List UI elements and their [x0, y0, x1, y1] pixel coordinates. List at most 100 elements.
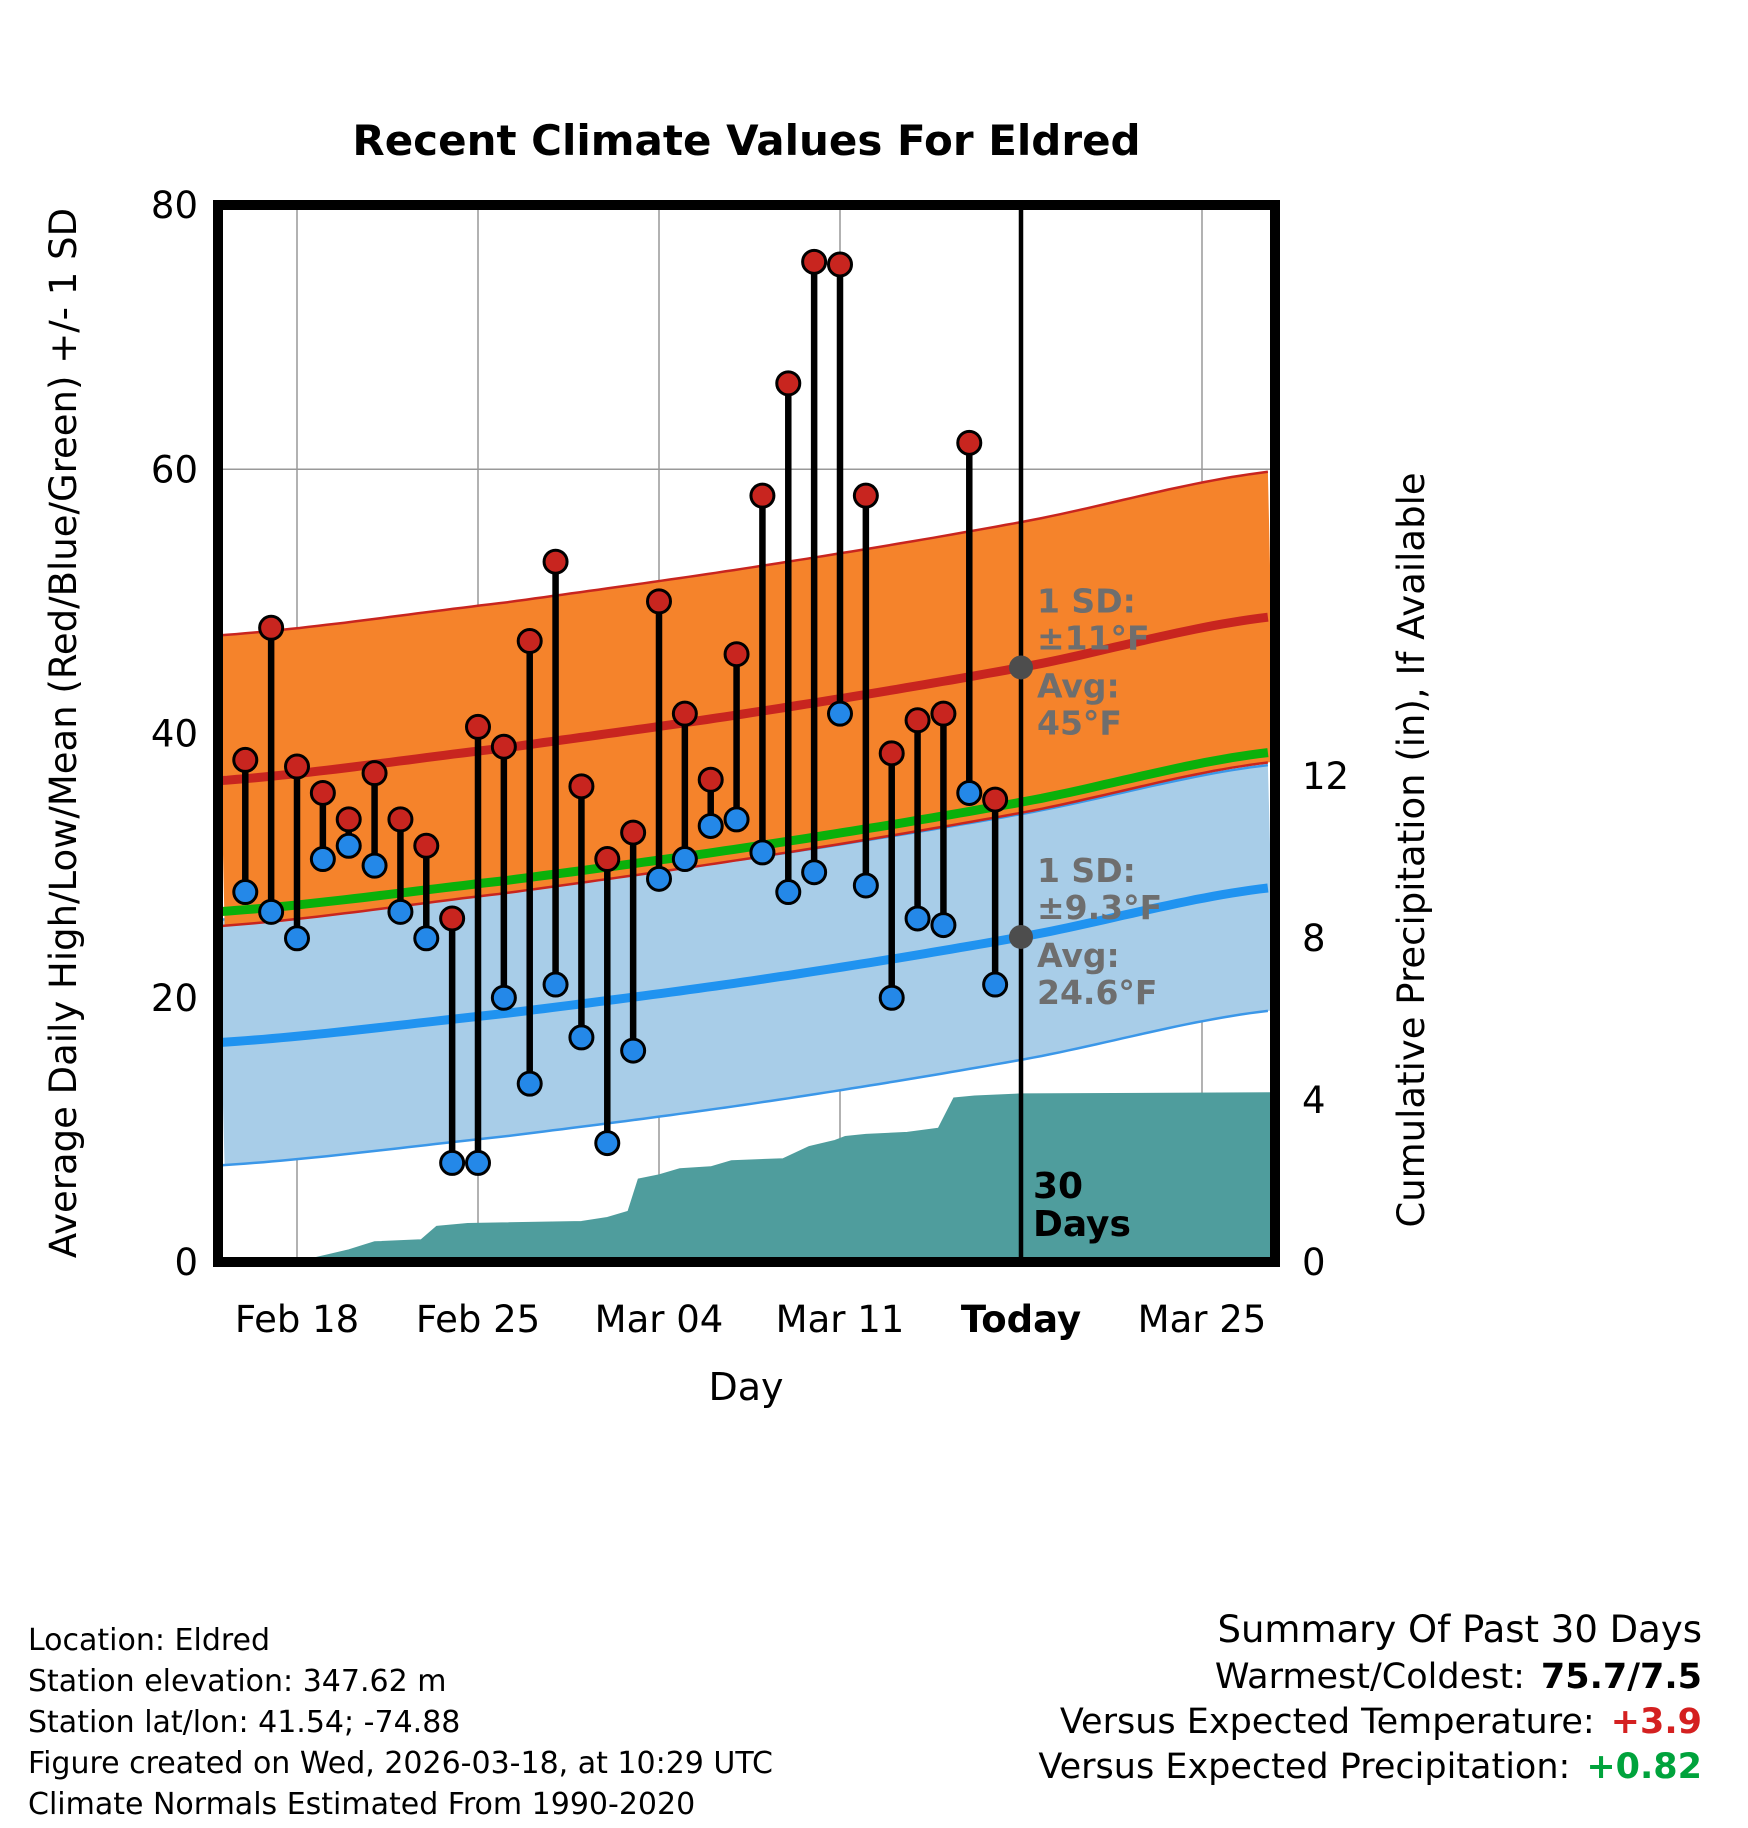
daily-low-dot: [645, 865, 672, 892]
summary-row-warmest-coldest: Warmest/Coldest: 75.7/7.5: [1038, 1655, 1702, 1700]
chart-title: Recent Climate Values For Eldred: [352, 116, 1141, 165]
y-right-tick-label: 4: [1302, 1079, 1326, 1122]
avg-low-marker: [1008, 924, 1033, 949]
daily-low-dot: [439, 1149, 466, 1176]
low-band-lower-edge: [218, 1009, 1269, 1167]
y-left-axis-title: Average Daily High/Low/Mean (Red/Blue/Gr…: [42, 208, 85, 1258]
daily-high-dot: [826, 251, 853, 278]
daily-high-dot: [309, 779, 336, 806]
x-tick-label: Mar 25: [1138, 1298, 1267, 1341]
daily-high-dot: [956, 429, 983, 456]
x-tick-label: Today: [961, 1298, 1081, 1341]
plot-border: [213, 200, 1280, 1267]
station-latlon: Station lat/lon: 41.54; -74.88: [28, 1705, 461, 1740]
daily-high-dot: [697, 766, 724, 793]
avg-low-line: [217, 883, 1269, 1048]
daily-high-dot: [671, 700, 698, 727]
low-annotation-text: Avg:: [1037, 936, 1120, 975]
station-elevation: Station elevation: 347.62 m: [28, 1664, 447, 1699]
daily-low-dot: [361, 852, 388, 879]
daily-low-dot: [904, 905, 931, 932]
high-temp-band: [218, 471, 1275, 926]
daily-low-dot: [232, 879, 259, 906]
high-annotation-text: ±11°F: [1037, 618, 1150, 657]
daily-low-dot: [309, 846, 336, 873]
daily-high-dot: [723, 641, 750, 668]
temp-anomaly-value: +3.9: [1610, 1702, 1702, 1742]
daily-low-dot: [878, 984, 905, 1011]
daily-low-dot: [542, 971, 569, 998]
summary-title: Summary Of Past 30 Days: [1217, 1608, 1702, 1651]
summary-panel: Summary Of Past 30 Days Warmest/Coldest:…: [1038, 1608, 1702, 1790]
high-annotation-text: Avg:: [1037, 666, 1120, 705]
x-tick-label: Mar 11: [776, 1298, 905, 1341]
high-annotation-text: 45°F: [1037, 703, 1122, 742]
precip-anomaly-value: +0.82: [1586, 1747, 1702, 1787]
y-right-axis-title: Cumulative Precipitation (in), If Availa…: [1390, 472, 1433, 1227]
daily-low-dot: [801, 859, 828, 886]
daily-low-dot: [464, 1149, 491, 1176]
period-annotation-text: Days: [1033, 1204, 1131, 1245]
mean-normal-line: [217, 748, 1269, 917]
high-annotation-text: 1 SD:: [1037, 581, 1136, 620]
daily-low-dot: [956, 779, 983, 806]
daily-low-dot: [852, 872, 879, 899]
daily-low-dot: [671, 846, 698, 873]
daily-low-dot: [594, 1130, 621, 1157]
daily-high-dot: [749, 482, 776, 509]
daily-high-dot: [361, 760, 388, 787]
x-axis-title: Day: [708, 1365, 783, 1409]
summary-row-temp-anomaly: Versus Expected Temperature: +3.9: [1038, 1700, 1702, 1745]
daily-low-dot: [490, 984, 517, 1011]
daily-high-dot: [930, 700, 957, 727]
daily-high-dot: [620, 819, 647, 846]
daily-high-dot: [516, 628, 543, 655]
precip-anomaly-label: Versus Expected Precipitation:: [1038, 1747, 1571, 1787]
daily-temperature-points: [232, 248, 1009, 1176]
daily-low-dot: [620, 1037, 647, 1064]
daily-high-dot: [490, 733, 517, 760]
low-annotation-text: 1 SD:: [1037, 851, 1136, 890]
x-tick-label: Feb 25: [416, 1298, 540, 1341]
daily-high-dot: [413, 832, 440, 859]
low-temp-band: [218, 765, 1275, 1166]
low-annotation-text: 24.6°F: [1037, 973, 1157, 1012]
precipitation-area: [296, 1092, 1275, 1263]
daily-high-dot: [982, 786, 1009, 813]
temp-anomaly-label: Versus Expected Temperature:: [1059, 1702, 1595, 1742]
y-left-tick-label: 0: [174, 1241, 198, 1284]
daily-high-dot: [387, 806, 414, 833]
daily-high-dot: [775, 370, 802, 397]
daily-high-dot: [284, 753, 310, 780]
daily-high-dot: [801, 248, 828, 275]
daily-low-dot: [749, 839, 776, 866]
avg-high-line: [217, 612, 1269, 786]
y-left-tick-label: 80: [151, 184, 198, 227]
high-band-upper-edge: [218, 470, 1269, 637]
y-right-tick-label: 12: [1302, 755, 1349, 798]
warmest-coldest-label: Warmest/Coldest:: [1214, 1657, 1525, 1697]
daily-high-dot: [594, 846, 621, 873]
station-location: Location: Eldred: [28, 1623, 271, 1658]
daily-low-dot: [387, 898, 414, 925]
daily-high-dot: [439, 905, 466, 932]
period-annotation-text: 30: [1033, 1166, 1083, 1207]
daily-low-dot: [697, 812, 724, 839]
summary-row-precip-anomaly: Versus Expected Precipitation: +0.82: [1038, 1745, 1702, 1790]
axis-labels: Feb 18 Feb 25 Mar 04 Mar 11 Today Mar 2502040…: [42, 184, 1433, 1409]
daily-low-dot: [568, 1024, 595, 1051]
y-left-tick-label: 40: [151, 713, 198, 756]
station-info: Location: Eldred Station elevation: 347.…: [28, 1620, 773, 1825]
daily-high-dot: [645, 588, 672, 615]
daily-high-dot: [542, 548, 569, 575]
daily-low-dot: [516, 1070, 543, 1097]
daily-high-dot: [335, 806, 362, 833]
daily-high-dot: [232, 746, 259, 773]
avg-high-marker: [1008, 655, 1033, 680]
daily-low-dot: [723, 806, 750, 833]
daily-high-dot: [464, 713, 491, 740]
